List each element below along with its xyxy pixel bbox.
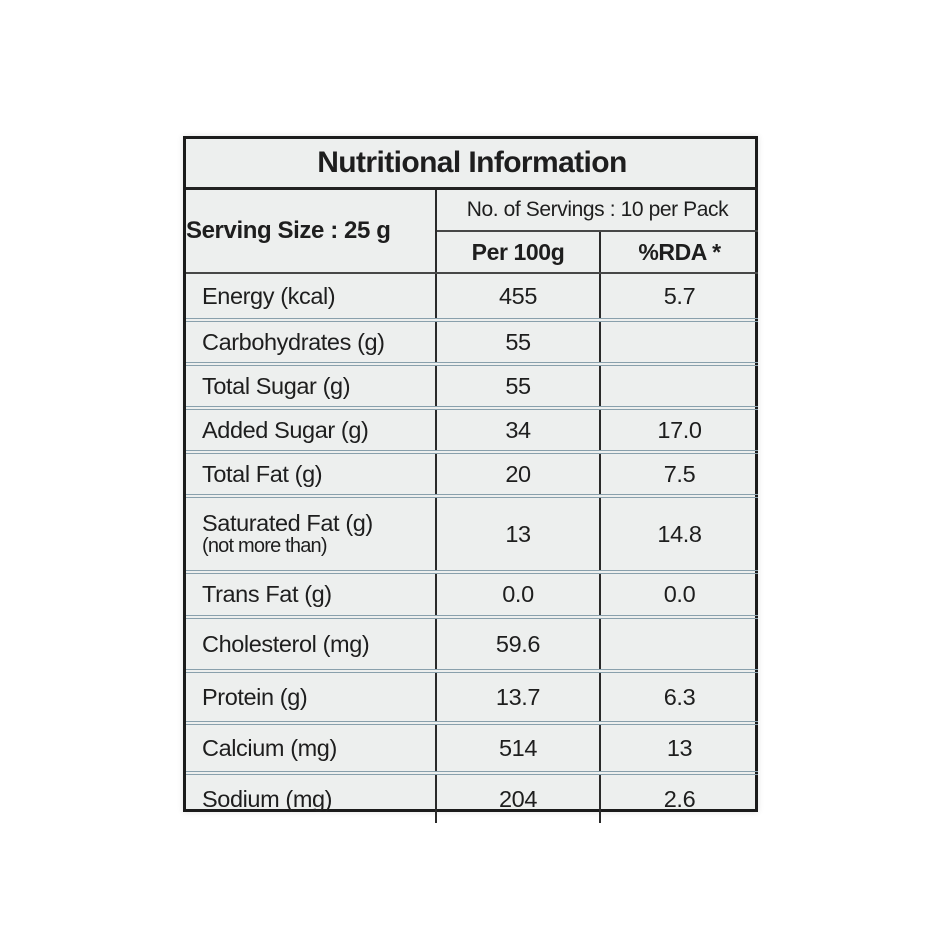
row-value-per100g: 55 (436, 362, 601, 408)
table-row: Energy (kcal) 455 5.7 (186, 273, 758, 320)
row-value-per100g: 13 (436, 494, 601, 572)
row-sublabel: (not more than) (202, 535, 328, 557)
row-label: Protein (g) (202, 683, 308, 710)
row-value-per100g: 55 (436, 318, 601, 364)
serving-size-label: Serving Size : 25 g (186, 188, 437, 274)
row-value-per100g: 514 (436, 721, 601, 773)
row-value-per100g: 59.6 (436, 615, 601, 671)
row-label: Calcium (mg) (202, 734, 337, 761)
row-value-per100g: 20 (436, 450, 601, 496)
row-value-rda: 0.0 (600, 570, 758, 617)
table-title-row: Nutritional Information (186, 139, 758, 190)
column-header-row: Per 100g %RDA * (186, 231, 758, 274)
row-value-rda: 7.5 (600, 450, 758, 496)
row-value-rda (600, 615, 758, 671)
row-value-per100g: 0.0 (436, 570, 601, 617)
row-value-per100g: 204 (436, 771, 601, 823)
table-row: Added Sugar (g) 34 17.0 (186, 406, 758, 452)
row-value-rda: 5.7 (663, 282, 696, 309)
row-value-rda (600, 362, 758, 408)
table-row: Trans Fat (g) 0.0 0.0 (186, 570, 758, 617)
row-value-per100g: 455 (436, 273, 601, 320)
servings-per-pack-label: No. of Servings : 10 per Pack (436, 188, 758, 232)
row-value-rda: 14.8 (600, 494, 758, 572)
table-row: Carbohydrates (g) 55 (186, 318, 758, 364)
row-value-rda: 6.3 (600, 669, 758, 723)
row-label: Carbohydrates (g) (202, 328, 385, 355)
nutrition-label-card: Nutritional Information Serving Size : 2… (183, 136, 758, 823)
row-label: Total Fat (g) (202, 460, 323, 487)
page-title: Nutritional Information (186, 139, 758, 190)
row-label: Added Sugar (g) (202, 416, 369, 443)
table-row: Saturated Fat (g) (not more than) 13 14.8 (186, 494, 758, 572)
header-servings-row: Serving Size : 25 g No. of Servings : 10… (186, 188, 758, 274)
row-value-per100g: 34 (436, 406, 601, 452)
column-header-per100g: Per 100g (436, 231, 601, 274)
column-header-rda: %RDA * (600, 231, 758, 274)
row-label: Saturated Fat (g) (202, 510, 373, 536)
table-row: Total Sugar (g) 55 (186, 362, 758, 408)
row-value-rda: 2.6 (600, 771, 758, 823)
table-row: Cholesterol (mg) 59.6 (186, 615, 758, 671)
row-label: Energy (kcal) (202, 282, 336, 309)
table-row: Sodium (mg) 204 2.6 (186, 771, 758, 823)
row-label: Cholesterol (mg) (202, 630, 370, 657)
row-value-per100g: 13.7 (436, 669, 601, 723)
row-label: Trans Fat (g) (202, 581, 332, 607)
nutrition-table: Nutritional Information Serving Size : 2… (186, 139, 758, 823)
row-label: Sodium (mg) (202, 785, 333, 812)
table-row: Total Fat (g) 20 7.5 (186, 450, 758, 496)
table-row: Protein (g) 13.7 6.3 (186, 669, 758, 723)
row-label: Total Sugar (g) (202, 372, 351, 399)
row-value-rda (600, 318, 758, 364)
row-value-rda: 17.0 (600, 406, 758, 452)
row-value-rda: 13 (600, 721, 758, 773)
table-row: Calcium (mg) 514 13 (186, 721, 758, 773)
